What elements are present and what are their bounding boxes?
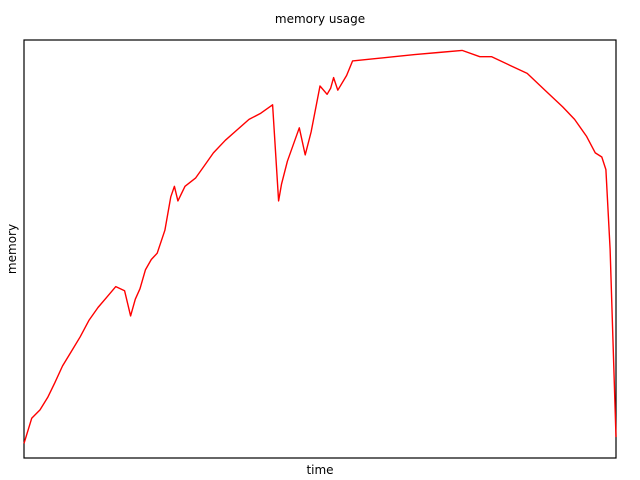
series-line-1 (23, 49, 617, 444)
series-layer (23, 49, 617, 444)
chart-title: memory usage (274, 12, 366, 26)
x-axis-label: time (306, 463, 334, 477)
plot-frame (23, 39, 617, 459)
y-axis-label: memory (5, 223, 19, 275)
